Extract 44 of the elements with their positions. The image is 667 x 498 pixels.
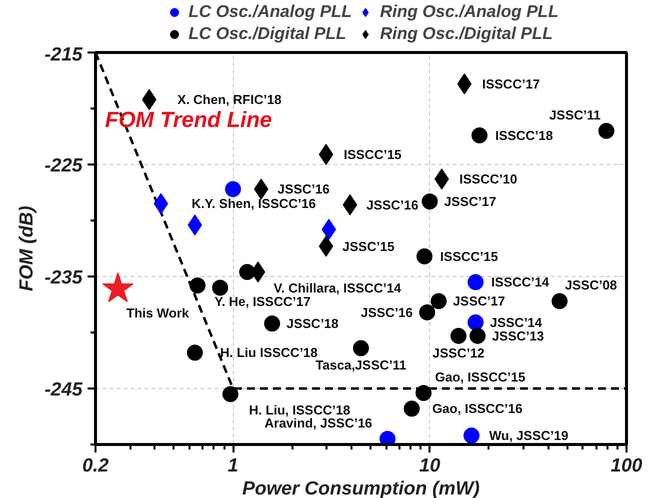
annotation: ISSCC’10 [459, 172, 518, 187]
x-tick-label: 100 [610, 456, 643, 476]
annotation: JSSC’16 [360, 304, 413, 320]
annotation: JSSC’13 [492, 328, 544, 344]
y-tick-label: -235 [44, 268, 83, 288]
annotation: JSSC’11 [549, 107, 601, 122]
legend-label: LC Osc./Analog PLL [188, 2, 352, 22]
annotation: JSSC’16 [278, 182, 330, 197]
annotation: JSSC’18 [286, 316, 339, 332]
legend-label: Ring Osc./Analog PLL [380, 2, 558, 22]
x-tick-label: 0.2 [82, 456, 110, 476]
annotation: Aravind, JSSC’16 [264, 415, 372, 430]
annotation: H. Liu, ISSCC’18 [249, 402, 350, 418]
annotation: ISSCC’18 [495, 128, 554, 143]
x-tick-label: 10 [419, 456, 441, 476]
annotation: This Work [126, 305, 190, 320]
annotation: ISSCC’14 [491, 274, 550, 290]
annotation: JSSC’15 [342, 238, 394, 254]
annotation: H. Liu ISSCC’18 [220, 345, 318, 360]
annotation: Wu, JSSC’19 [489, 428, 568, 444]
annotation: JSSC’12 [432, 345, 485, 360]
annotation: ISSCC’17 [482, 76, 540, 92]
annotation: Gao, ISSCC’16 [432, 401, 523, 416]
annotation: JSSC’08 [564, 278, 618, 293]
annotation: JSSC’17 [444, 194, 496, 209]
annotation: Y. He, ISSCC’17 [214, 294, 311, 309]
annotation: Tasca,JSSC’11 [316, 358, 406, 373]
y-tick-label: -225 [44, 156, 83, 176]
annotation: ISSCC’15 [344, 146, 402, 162]
annotation: Gao, ISSCC’15 [435, 369, 526, 384]
legend-label: Ring Osc./Digital PLL [380, 24, 553, 44]
series-label: FOM Trend Line [105, 107, 272, 132]
annotation: JSSC’14 [490, 314, 543, 330]
legend-label: LC Osc./Digital PLL [188, 24, 346, 44]
annotation: K.Y. Shen, ISSCC’16 [192, 196, 316, 212]
annotation: JSSC’16 [366, 197, 418, 212]
annotation: ISSCC’15 [440, 248, 498, 264]
x-tick-label: 1 [228, 456, 238, 476]
annotation: X. Chen, RFIC’18 [177, 92, 282, 108]
annotation: V. Chillara, ISSCC’14 [274, 280, 402, 296]
y-axis-title: FOM (dB) [16, 206, 38, 292]
y-tick-label: -245 [44, 380, 83, 400]
annotation: JSSC’17 [453, 294, 506, 309]
y-tick-label: -215 [44, 44, 83, 66]
